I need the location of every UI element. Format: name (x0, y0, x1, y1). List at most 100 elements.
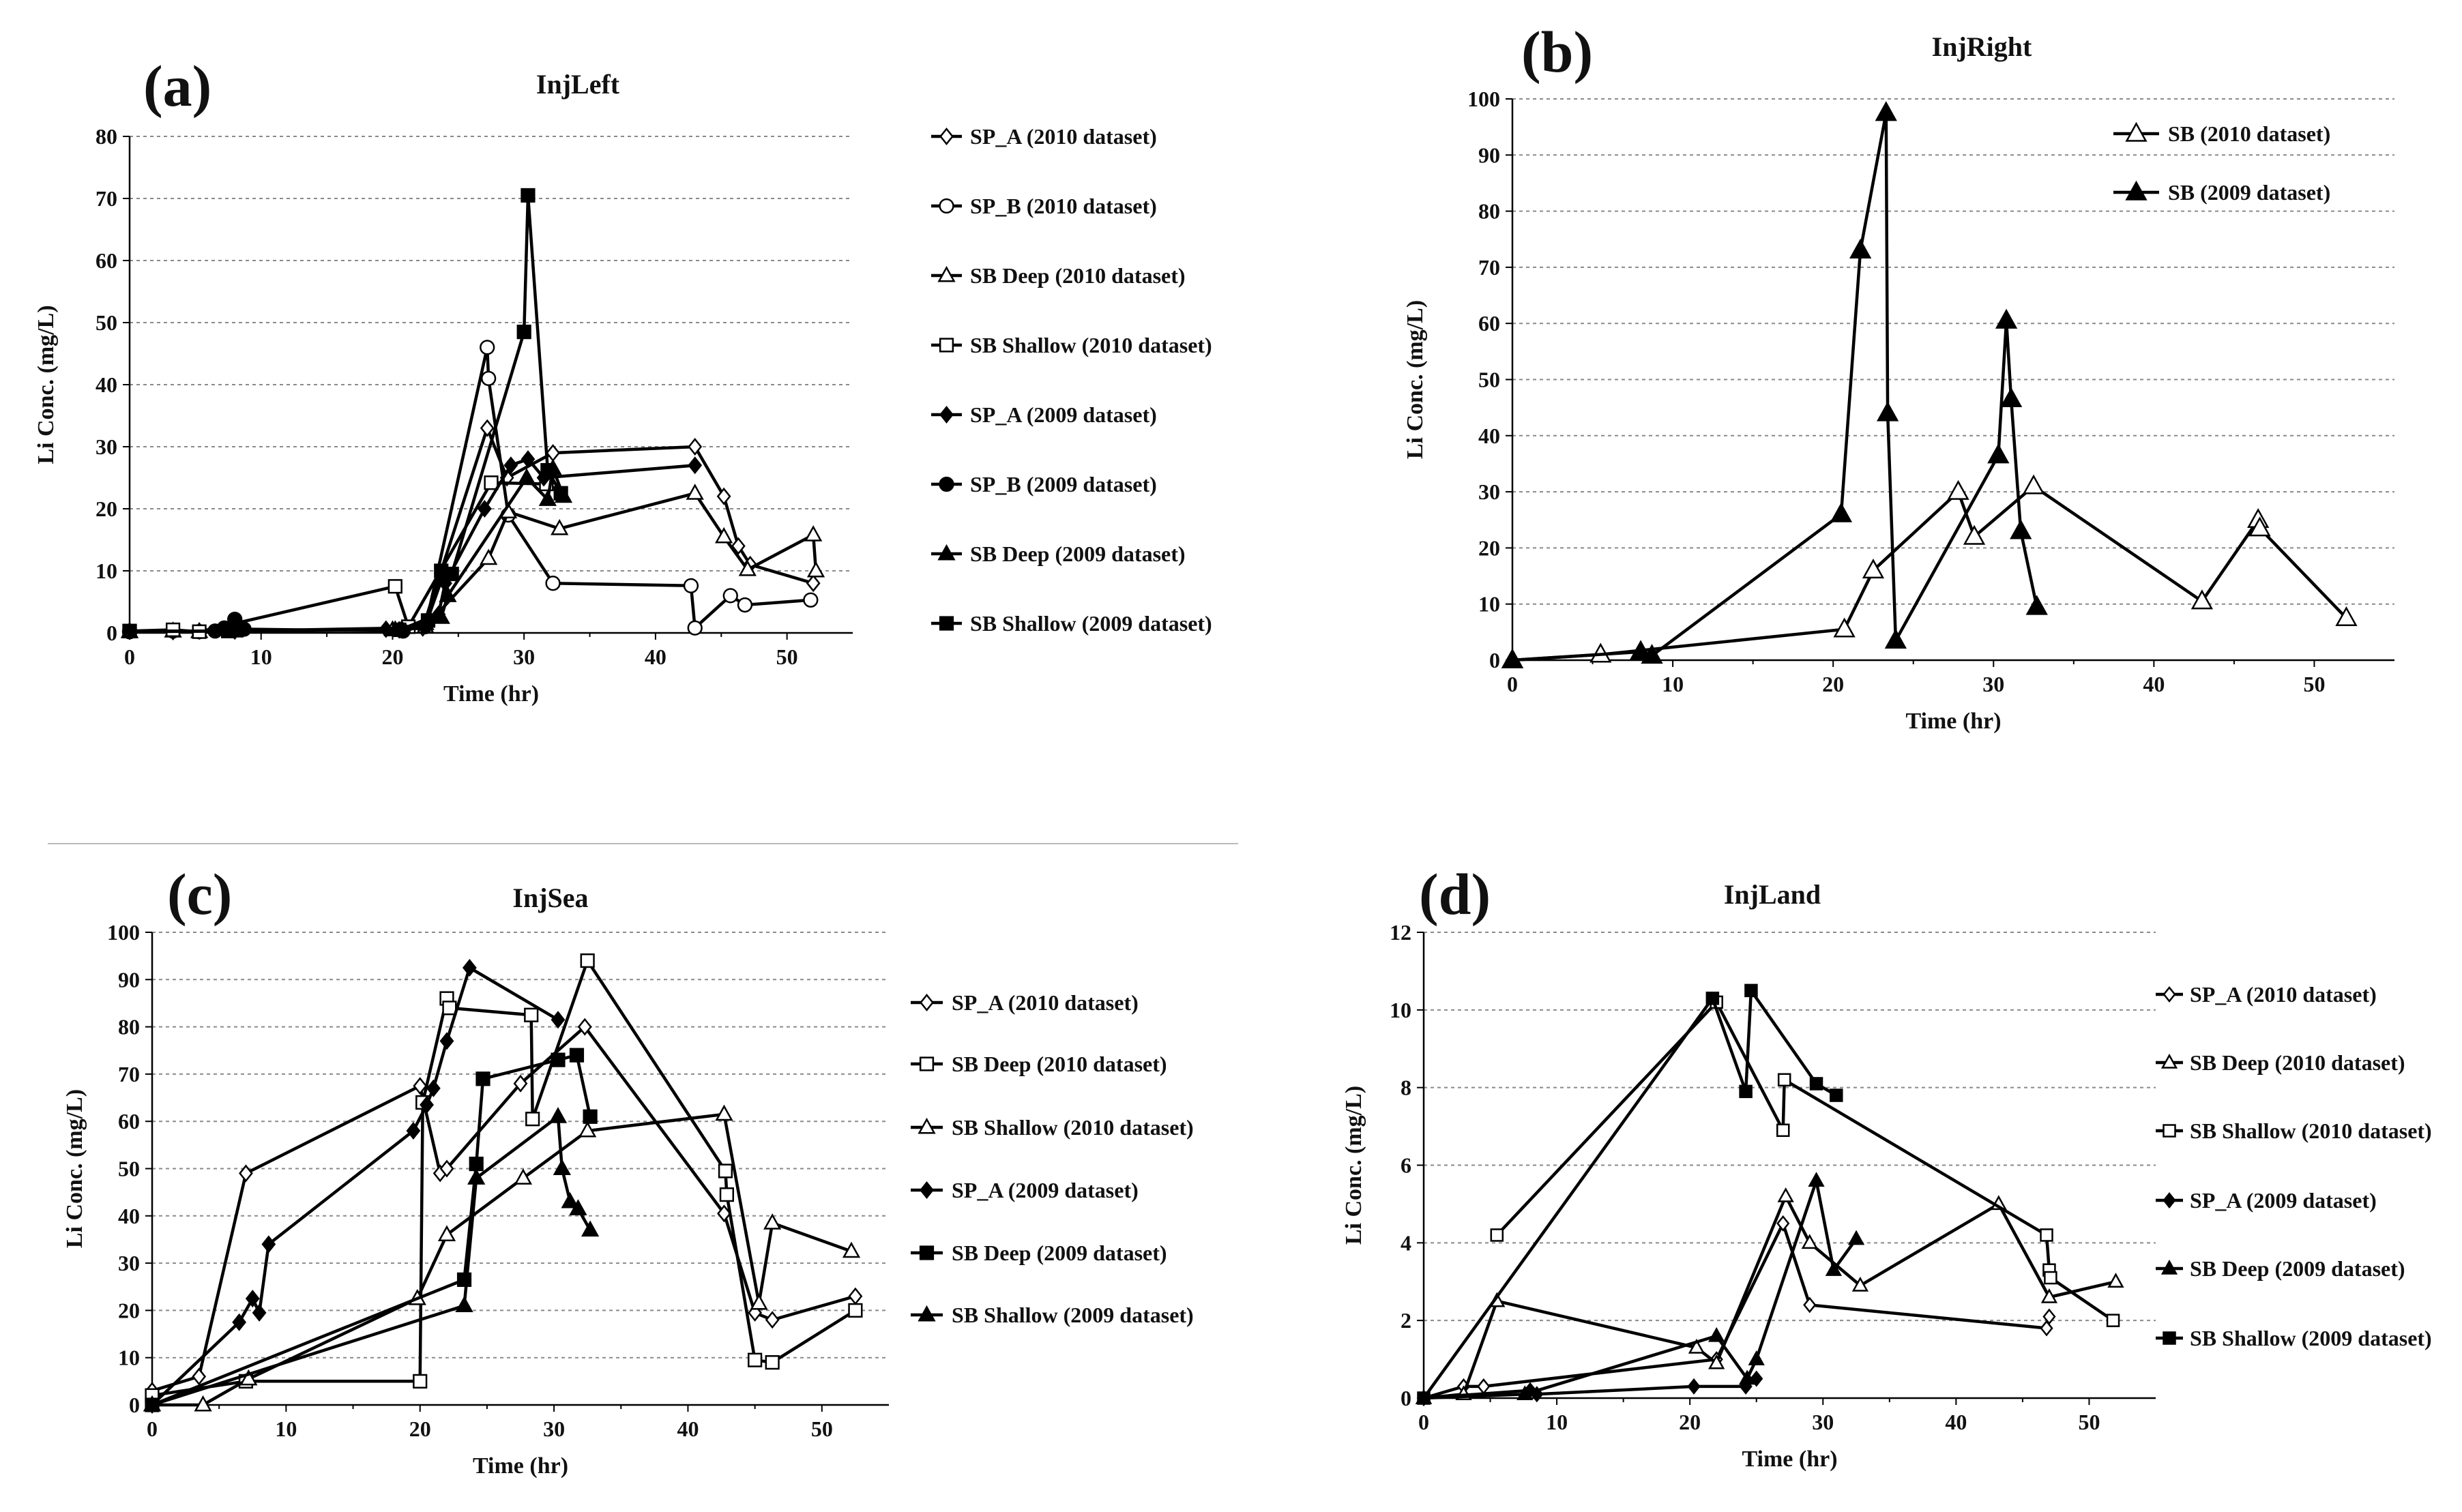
y-axis-label: Li Conc. (mg/L) (1341, 1086, 1366, 1245)
y-tick-label: 30 (118, 1251, 140, 1275)
data-point (1748, 1350, 1765, 1365)
chart-title: InjRight (1932, 31, 2032, 62)
data-point (1862, 559, 1885, 579)
data-point (245, 1290, 260, 1308)
legend-label: SB Deep (2010 dataset) (970, 263, 1186, 288)
data-point (444, 566, 459, 582)
data-point (1963, 524, 1986, 545)
y-tick-label: 40 (118, 1204, 140, 1228)
x-tick-label: 20 (1679, 1410, 1701, 1434)
data-point (1876, 401, 1899, 421)
x-tick-label: 0 (147, 1417, 158, 1441)
series-line (129, 426, 814, 634)
y-tick-label: 100 (107, 920, 140, 945)
data-point (420, 1095, 434, 1114)
x-tick-label: 20 (409, 1417, 431, 1441)
legend-marker (2163, 1124, 2176, 1138)
data-point (480, 419, 495, 437)
data-point (763, 1213, 782, 1230)
y-tick-label: 30 (1478, 479, 1500, 504)
legend-label: SB Shallow (2009 dataset) (952, 1303, 1194, 1327)
y-axis-label: Li Conc. (mg/L) (1403, 300, 1428, 459)
data-point (521, 188, 536, 203)
data-point (538, 490, 557, 506)
legend-entry: SP_A (2010 dataset) (2156, 982, 2377, 1007)
data-point (516, 325, 531, 340)
data-point (513, 1074, 528, 1093)
data-point (1884, 628, 1907, 649)
chart-title: InjLeft (536, 69, 620, 100)
data-point (715, 1104, 733, 1121)
y-tick-label: 40 (96, 372, 117, 397)
data-point (748, 1352, 763, 1367)
data-point (475, 1071, 490, 1086)
y-tick-label: 50 (96, 310, 117, 335)
legend-marker (919, 1056, 935, 1071)
legend-entry: SP_A (2009 dataset) (911, 1178, 1139, 1202)
panel-label-d: (d) (1419, 861, 1491, 927)
data-point (1738, 1369, 1756, 1385)
data-point (1417, 1391, 1431, 1405)
x-tick-label: 0 (1418, 1410, 1429, 1434)
data-point (517, 468, 536, 484)
y-tick-label: 10 (118, 1346, 140, 1370)
data-point (804, 525, 823, 542)
legend-label: SP_A (2010 dataset) (970, 124, 1157, 149)
legend-marker (939, 476, 954, 492)
series-line (1423, 1179, 1858, 1400)
data-point (413, 1077, 428, 1095)
y-tick-label: 4 (1401, 1230, 1411, 1255)
data-point (1516, 1385, 1534, 1401)
y-tick-label: 6 (1401, 1153, 1411, 1178)
legend-marker (939, 198, 954, 214)
data-point (738, 560, 757, 576)
data-point (439, 1159, 454, 1178)
data-point (514, 1168, 533, 1185)
legend-label: SP_B (2010 dataset) (970, 194, 1157, 218)
x-axis-label: Time (hr) (443, 681, 539, 707)
data-point (1687, 1378, 1701, 1395)
x-tick-label: 10 (1662, 672, 1684, 696)
y-tick-label: 30 (96, 434, 117, 459)
data-point (525, 1112, 540, 1127)
data-point (2022, 474, 2045, 494)
data-point (239, 1369, 258, 1386)
legend-marker (918, 1117, 936, 1134)
legend-label: SP_B (2009 dataset) (970, 472, 1157, 496)
data-point (1688, 1338, 1705, 1354)
data-point (1490, 1228, 1504, 1242)
legend-label: SB Shallow (2010 dataset) (952, 1115, 1194, 1140)
data-point (1629, 640, 1652, 660)
chart-title: InjLand (1724, 879, 1821, 910)
legend-label: SB Deep (2009 dataset) (970, 542, 1186, 566)
x-tick-label: 0 (124, 644, 135, 669)
legend-label: SB Shallow (2009 dataset) (2190, 1326, 2432, 1350)
data-point (239, 1164, 253, 1183)
data-point (581, 1220, 600, 1237)
legend-marker (937, 544, 956, 561)
legend-entry: SB Shallow (2009 dataset) (2156, 1326, 2432, 1350)
data-point (848, 1287, 863, 1305)
data-point (252, 1303, 267, 1322)
data-point (1777, 1073, 1791, 1087)
y-tick-label: 10 (96, 559, 117, 583)
data-point (1776, 1123, 1790, 1138)
legend-entry: SP_A (2009 dataset) (931, 402, 1157, 427)
legend-marker (920, 1181, 934, 1200)
data-point (545, 576, 561, 591)
data-point (2040, 1228, 2053, 1242)
series-sb-2010-dataset (1501, 474, 2358, 668)
data-point (1947, 479, 1969, 500)
y-tick-label: 70 (118, 1062, 140, 1086)
data-point (477, 499, 492, 518)
data-point (551, 518, 569, 535)
series-line (151, 1115, 592, 1407)
y-tick-label: 20 (1478, 535, 1500, 560)
data-point (548, 1107, 568, 1123)
data-point (583, 1109, 598, 1124)
x-tick-label: 30 (543, 1417, 565, 1441)
data-point (442, 1000, 457, 1016)
data-point (2335, 606, 2358, 627)
legend-label: SP_A (2010 dataset) (952, 990, 1139, 1015)
y-tick-label: 90 (118, 967, 140, 992)
